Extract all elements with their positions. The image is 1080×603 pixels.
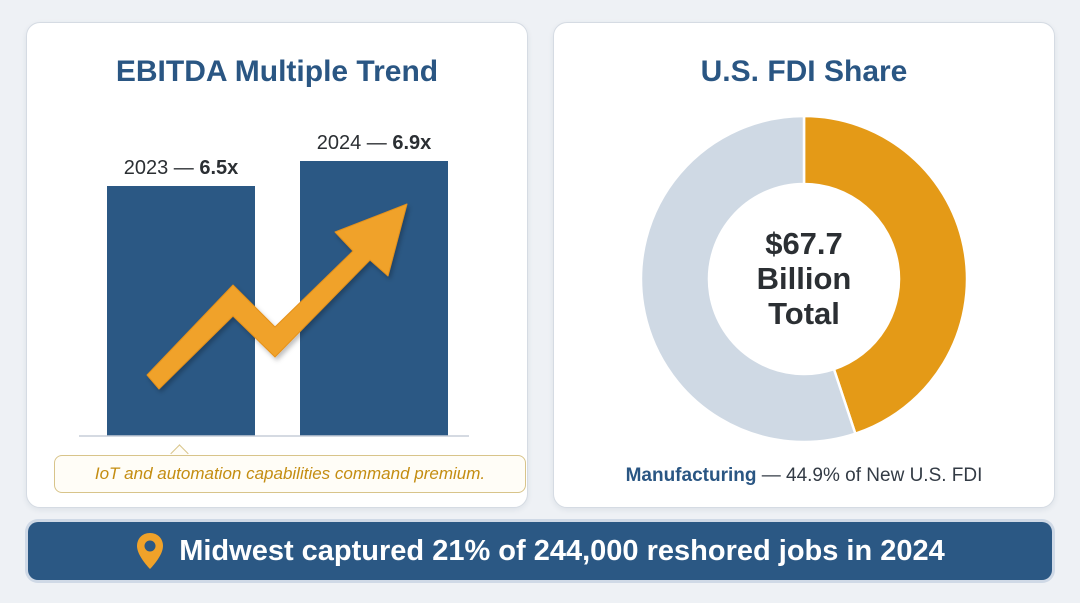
donut-hole: [711, 186, 897, 372]
fdi-card: U.S. FDI Share $67.7 Billion Total Manuf…: [553, 22, 1055, 508]
caption-text: IoT and automation capabilities command …: [94, 464, 486, 483]
donut-center-label: $67.7 Billion Total: [729, 226, 879, 331]
bar-label-2023: 2023 — 6.5x: [124, 157, 239, 179]
donut-slice-other: [639, 114, 857, 444]
legend-manufacturing: Manufacturing: [625, 465, 757, 486]
summary-banner: Midwest captured 21% of 244,000 reshored…: [28, 522, 1052, 580]
banner-text: Midwest captured 21% of 244,000 reshored…: [179, 534, 945, 567]
ebitda-bar-chart: 2023 — 6.5x 2024 — 6.9x: [79, 132, 469, 437]
pie-legend: Manufacturing — 44.9% of New U.S. FDI: [554, 465, 1054, 487]
donut-slice-manufacturing: [802, 114, 969, 436]
trend-arrow-icon: [146, 203, 408, 390]
ebitda-chart-title: EBITDA Multiple Trend: [115, 55, 439, 88]
ebitda-card: EBITDA Multiple Trend 2023 — 6.5x 2024 — …: [26, 22, 528, 508]
center-unit: Billion: [756, 261, 852, 296]
caption-box: IoT and automation capabilities command …: [54, 455, 526, 493]
map-pin-icon: [135, 531, 165, 571]
fdi-chart-title: U.S. FDI Share: [700, 55, 908, 88]
bar-label-2024: 2024 — 6.9x: [317, 132, 432, 154]
legend-description: — 44.9% of New U.S. FDI: [756, 465, 983, 486]
center-amount: $67.7: [765, 226, 843, 261]
center-total: Total: [768, 296, 840, 331]
fdi-donut-chart: [639, 114, 969, 444]
